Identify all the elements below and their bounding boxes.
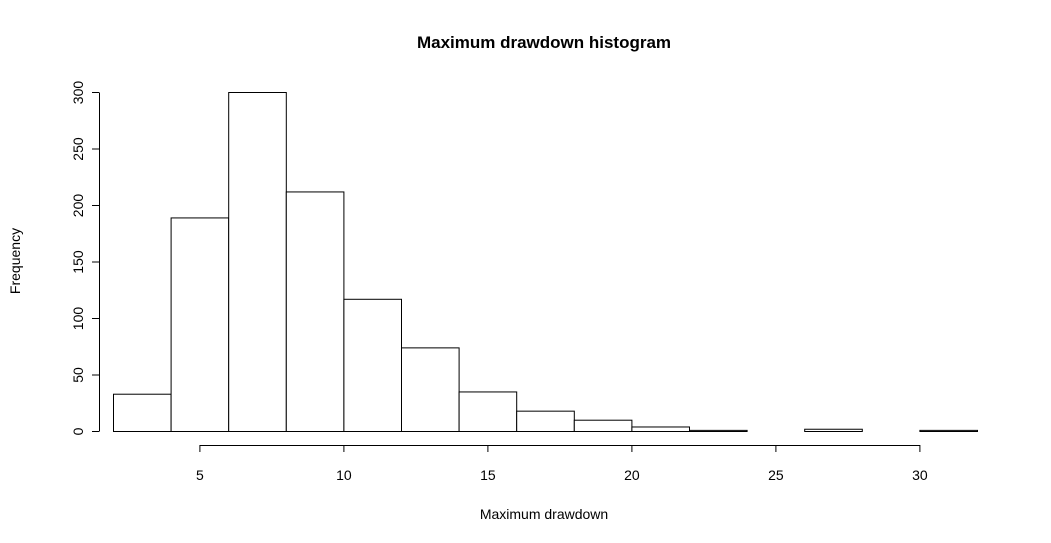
x-tick-label: 10: [336, 467, 352, 483]
histogram-bar: [573, 419, 633, 433]
x-tick-label: 5: [196, 467, 204, 483]
x-tick-label: 30: [912, 467, 928, 483]
histogram-bar: [919, 429, 979, 432]
y-tick-label: 200: [70, 194, 86, 218]
histogram-bar: [113, 393, 172, 432]
histogram-bar: [170, 217, 230, 432]
y-tick-label: 150: [70, 250, 86, 274]
y-tick-label: 250: [70, 137, 86, 161]
y-tick-label: 100: [70, 307, 86, 331]
bars-group: [113, 92, 979, 433]
x-axis-label: Maximum drawdown: [480, 506, 608, 522]
histogram-bar: [228, 92, 287, 432]
histogram-bar: [631, 426, 691, 433]
chart-title: Maximum drawdown histogram: [417, 33, 671, 52]
histogram-bar: [401, 347, 460, 433]
y-axis-label: Frequency: [7, 228, 23, 294]
histogram-bar: [804, 428, 863, 432]
x-axis: 5 10 15 20 25 30: [196, 445, 928, 483]
y-tick-label: 0: [70, 427, 86, 435]
y-tick-label: 50: [70, 367, 86, 383]
histogram-bar: [285, 191, 345, 432]
histogram-bar: [343, 298, 402, 433]
x-tick-label: 25: [768, 467, 784, 483]
y-tick-label: 300: [70, 81, 86, 105]
x-tick-label: 15: [480, 467, 496, 483]
histogram-bar: [516, 410, 575, 433]
histogram-bar: [689, 429, 748, 432]
x-tick-label: 20: [624, 467, 640, 483]
histogram-bar: [458, 391, 518, 433]
y-axis: 0 50 100 150 200 250 300: [70, 81, 100, 435]
